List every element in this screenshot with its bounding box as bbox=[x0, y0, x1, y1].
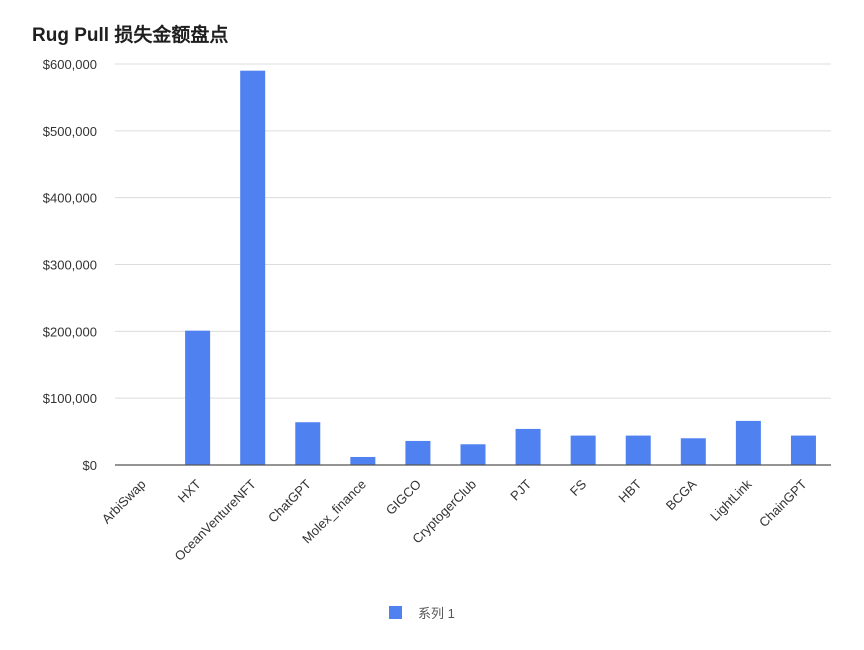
x-tick-label: LightLink bbox=[707, 476, 755, 524]
y-tick-label: $400,000 bbox=[43, 191, 97, 206]
legend: 系列 1 bbox=[389, 603, 455, 622]
gridlines bbox=[115, 63, 831, 399]
x-tick-label: PJT bbox=[507, 476, 534, 503]
x-tick-label: ArbiSwap bbox=[99, 477, 149, 527]
y-tick-label: $0 bbox=[83, 458, 97, 473]
bar bbox=[460, 444, 486, 465]
x-tick-label: GIGCO bbox=[383, 477, 424, 518]
chart-title: Rug Pull 损失金额盘点 bbox=[32, 25, 229, 46]
bar bbox=[405, 440, 431, 465]
bar bbox=[570, 435, 596, 465]
y-tick-label: $300,000 bbox=[43, 258, 97, 273]
x-tick-label: FS bbox=[567, 476, 590, 499]
x-tick-label: ChatGPT bbox=[265, 476, 314, 525]
bar bbox=[350, 456, 376, 465]
bar bbox=[680, 438, 706, 465]
x-tick-label: HXT bbox=[175, 476, 204, 505]
legend-swatch bbox=[389, 606, 402, 619]
y-tick-label: $200,000 bbox=[43, 324, 97, 339]
bar bbox=[240, 70, 266, 465]
bar-chart: $0 $100,000 $200,000 $300,000 $400,000 $500,0… bbox=[43, 57, 831, 564]
bar bbox=[625, 435, 651, 465]
x-tick-label: HBT bbox=[615, 476, 644, 505]
x-tick-label: ChainGPT bbox=[756, 476, 810, 530]
y-tick-label: $600,000 bbox=[43, 57, 97, 72]
bar bbox=[295, 422, 321, 465]
y-tick-label: $100,000 bbox=[43, 391, 97, 406]
bar bbox=[790, 435, 816, 465]
x-tick-label: BCGA bbox=[663, 476, 700, 513]
y-tick-label: $500,000 bbox=[43, 124, 97, 139]
legend-label: 系列 1 bbox=[418, 606, 455, 621]
bar bbox=[735, 420, 761, 465]
bar bbox=[185, 330, 211, 465]
bar bbox=[515, 428, 541, 465]
y-axis: $0 $100,000 $200,000 $300,000 $400,000 $500,0… bbox=[43, 57, 97, 473]
bars bbox=[185, 70, 816, 465]
